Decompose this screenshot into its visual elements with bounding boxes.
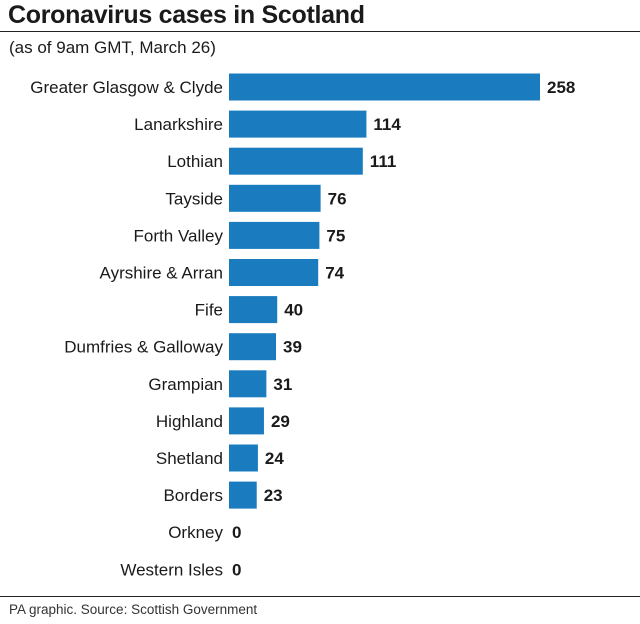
chart-title: Coronavirus cases in Scotland — [8, 1, 365, 29]
value-label-forth-valley: 75 — [326, 226, 345, 245]
bar-greater-glasgow-and-clyde — [229, 73, 540, 101]
value-label-tayside: 76 — [328, 189, 347, 208]
category-label-tayside: Tayside — [165, 189, 223, 208]
category-label-highland: Highland — [156, 412, 223, 431]
category-label-dumfries-and-galloway: Dumfries & Galloway — [64, 338, 223, 357]
value-label-lanarkshire: 114 — [373, 115, 401, 134]
value-label-highland: 29 — [271, 412, 290, 431]
bar-dumfries-and-galloway — [229, 333, 277, 361]
value-label-ayrshire-and-arran: 74 — [325, 264, 344, 283]
bar-grampian — [229, 370, 267, 398]
bar-shetland — [229, 444, 258, 472]
category-label-lothian: Lothian — [167, 152, 223, 171]
value-label-western-isles: 0 — [232, 560, 241, 579]
category-label-fife: Fife — [195, 301, 223, 320]
category-label-ayrshire-and-arran: Ayrshire & Arran — [100, 264, 223, 283]
value-label-greater-glasgow-and-clyde: 258 — [547, 78, 575, 97]
header-divider — [0, 31, 640, 32]
category-label-greater-glasgow-and-clyde: Greater Glasgow & Clyde — [30, 78, 223, 97]
source-note: PA graphic. Source: Scottish Government — [9, 602, 258, 617]
value-label-shetland: 24 — [265, 449, 284, 468]
category-label-western-isles: Western Isles — [120, 560, 223, 579]
category-label-shetland: Shetland — [156, 449, 223, 468]
value-label-fife: 40 — [284, 301, 303, 320]
value-label-lothian: 111 — [370, 152, 397, 171]
bar-tayside — [229, 184, 321, 212]
bar-ayrshire-and-arran — [229, 259, 319, 286]
category-label-lanarkshire: Lanarkshire — [134, 115, 223, 134]
bar-forth-valley — [229, 221, 320, 249]
value-label-orkney: 0 — [232, 523, 241, 542]
bar-fife — [229, 296, 278, 324]
category-label-forth-valley: Forth Valley — [134, 226, 224, 245]
footer-divider — [0, 596, 640, 597]
value-label-dumfries-and-galloway: 39 — [283, 338, 302, 357]
category-label-borders: Borders — [163, 486, 223, 505]
category-label-grampian: Grampian — [148, 375, 223, 394]
value-label-borders: 23 — [264, 486, 283, 505]
chart-subtitle: (as of 9am GMT, March 26) — [9, 38, 216, 57]
bar-lothian — [229, 147, 363, 175]
category-label-orkney: Orkney — [168, 523, 223, 542]
bar-borders — [229, 481, 257, 509]
value-label-grampian: 31 — [273, 375, 292, 394]
bar-lanarkshire — [229, 110, 367, 138]
bar-highland — [229, 407, 264, 435]
